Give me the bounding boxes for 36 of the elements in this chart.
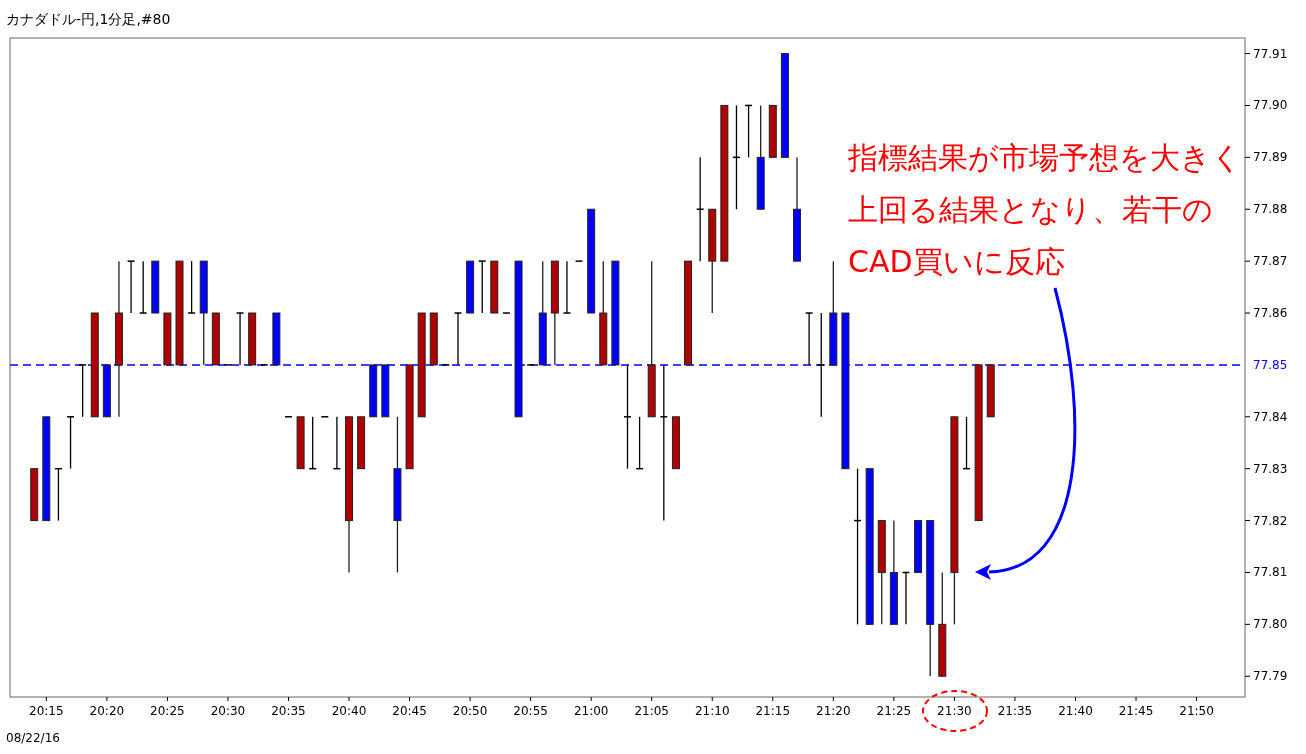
x-tick-label: 21:50 — [1179, 704, 1214, 718]
y-tick-label: 77.83 — [1253, 461, 1288, 476]
y-tick-label: 77.79 — [1253, 669, 1288, 684]
ref-line-label: 77.85 — [1253, 357, 1288, 372]
x-tick-label: 21:05 — [634, 704, 670, 718]
x-tick-label: 20:25 — [150, 704, 185, 718]
x-tick-label: 20:15 — [29, 704, 64, 718]
x-tick-label: 21:40 — [1058, 704, 1093, 718]
x-tick-label: 21:20 — [816, 704, 851, 718]
y-tick-label: 77.90 — [1253, 98, 1288, 113]
x-tick-label: 20:50 — [452, 704, 488, 718]
text: 08/22/16 — [6, 731, 60, 745]
x-tick-label: 21:35 — [997, 704, 1033, 718]
x-tick-label: 21:00 — [573, 704, 609, 718]
x-tick-label: 20:55 — [513, 704, 548, 718]
y-tick-label: 77.91 — [1253, 46, 1288, 61]
x-tick-label: 20:45 — [392, 704, 427, 718]
y-tick-label: 77.89 — [1253, 150, 1288, 165]
x-tick-label: 21:15 — [755, 704, 791, 718]
annotation: 指標結果が市場予想を大きく上回る結果となり、若干のCAD買いに反応 — [847, 140, 1242, 279]
title: カナダドル-円,1分足,#80 — [6, 11, 171, 27]
x-tick-label: 20:20 — [89, 704, 125, 718]
x-tick-label: 21:30 — [937, 704, 972, 718]
x-tick-label: 20:30 — [210, 704, 246, 718]
x-tick-label: 20:35 — [271, 704, 306, 718]
x-tick-label: 21:10 — [694, 704, 730, 718]
x-tick-label: 21:25 — [876, 704, 912, 718]
y-tick-label: 77.82 — [1253, 513, 1288, 528]
x-tick-label: 21:45 — [1118, 704, 1154, 718]
x-tick-label: 20:40 — [331, 704, 367, 718]
y-tick-label: 77.88 — [1253, 202, 1288, 217]
y-tick-label: 77.87 — [1253, 254, 1288, 269]
y-tick-label: 77.84 — [1253, 409, 1288, 424]
y-tick-label: 77.81 — [1253, 565, 1288, 580]
y-tick-label: 77.86 — [1253, 306, 1288, 321]
y-tick-label: 77.80 — [1253, 617, 1288, 632]
